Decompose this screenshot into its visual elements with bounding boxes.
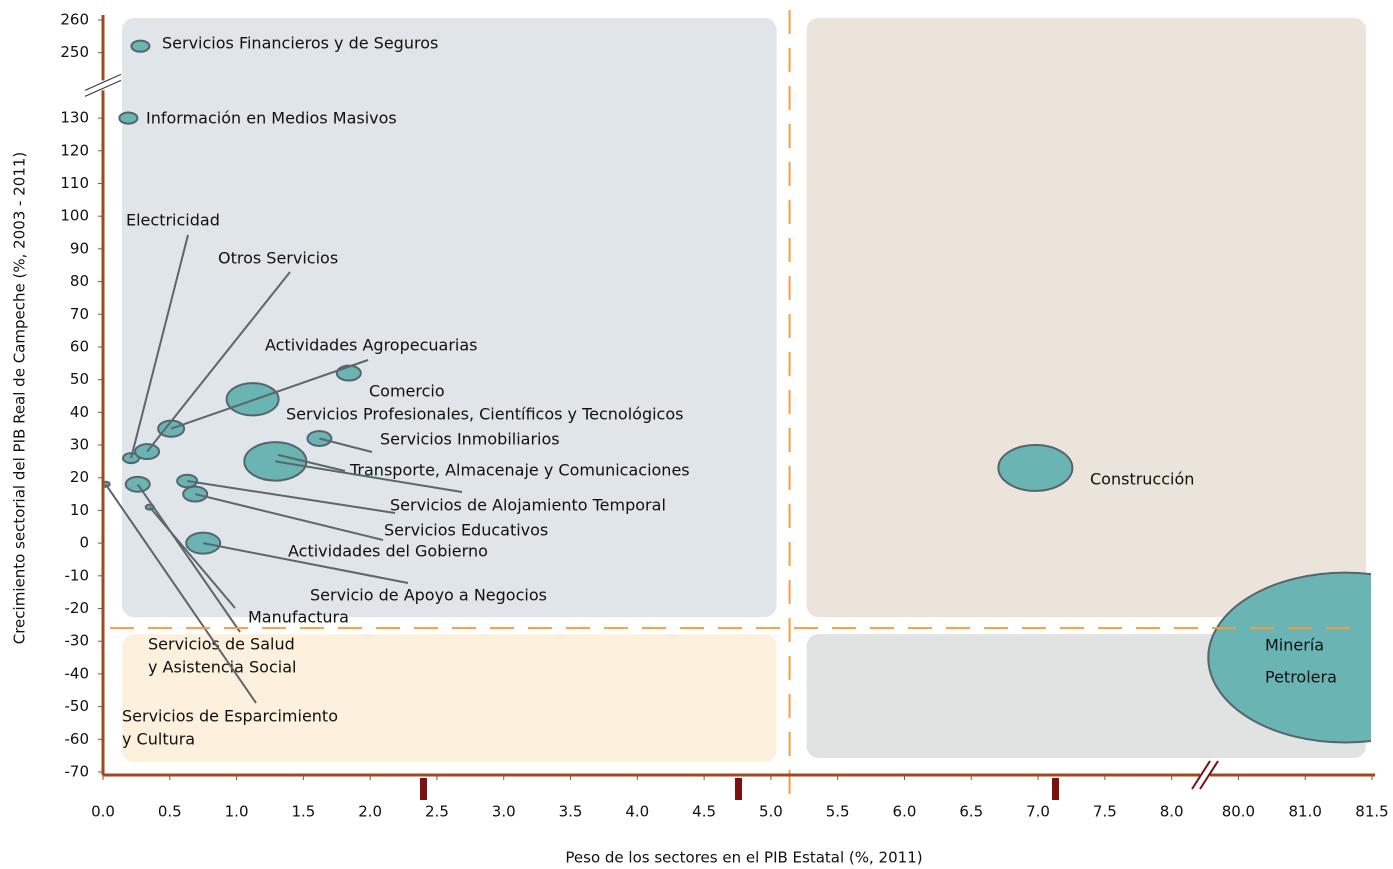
bubble-label: Petrolera	[1265, 668, 1337, 687]
x-tick-label: 81.5	[1355, 803, 1388, 821]
bubble	[130, 39, 151, 53]
y-tick-label: -50	[65, 697, 90, 715]
y-tick-label: -10	[65, 566, 90, 584]
axis-decoration	[1052, 778, 1059, 800]
bubbles	[103, 39, 1371, 744]
y-tick-label: -70	[65, 763, 90, 781]
y-tick-label: -20	[65, 599, 90, 617]
x-tick-label: 6.5	[959, 803, 983, 821]
axis-break	[84, 79, 122, 97]
bubble-label: Construcción	[1090, 470, 1194, 489]
y-tick-label: 260	[60, 11, 89, 29]
bubble-label: Comercio	[369, 382, 445, 401]
y-tick-label: -30	[65, 632, 90, 650]
bubble-label: Servicios Educativos	[384, 521, 548, 540]
y-tick-label: 50	[70, 370, 89, 388]
bubble-label: Servicios Profesionales, Científicos y T…	[286, 405, 683, 424]
bubble-label: Manufactura	[248, 608, 349, 627]
axis-break	[99, 80, 107, 91]
leader-line	[130, 234, 189, 459]
bubble-label: Otros Servicios	[218, 249, 338, 268]
bubble-label: Servicios de Esparcimiento	[122, 707, 338, 726]
leader-line	[275, 460, 463, 493]
leader-line	[170, 359, 369, 430]
bubble-label: Actividades Agropecuarias	[265, 336, 478, 355]
bubble-label: Servicios de Alojamiento Temporal	[390, 496, 666, 515]
x-tick-label: 5.5	[826, 803, 850, 821]
x-tick-label: 7.5	[1093, 803, 1117, 821]
x-tick-label: 4.5	[692, 803, 716, 821]
x-tick-label: 4.0	[625, 803, 649, 821]
leader-line	[194, 493, 384, 541]
y-tick-label: 40	[70, 403, 89, 421]
axis-break	[1191, 760, 1211, 790]
axis-break	[1199, 760, 1219, 790]
y-tick-label: 60	[70, 337, 89, 355]
leader-line	[319, 437, 373, 453]
bubble-label: Servicios de Salud	[148, 635, 295, 654]
y-tick-label: 100	[60, 207, 89, 225]
x-tick-label: 8.0	[1160, 803, 1184, 821]
bubble-label: Información en Medios Masivos	[146, 109, 397, 128]
axis-decoration	[420, 778, 427, 800]
x-tick-label: 1.5	[291, 803, 315, 821]
bubble	[997, 443, 1074, 492]
quadrant	[806, 18, 1366, 618]
x-tick-label: 1.0	[225, 803, 249, 821]
y-tick-label: 80	[70, 272, 89, 290]
x-axis-title: Peso de los sectores en el PIB Estatal (…	[565, 849, 922, 867]
y-tick-label: 30	[70, 436, 89, 454]
quadrants	[122, 18, 1366, 762]
x-tick-label: 6.0	[893, 803, 917, 821]
y-tick-label: 250	[60, 43, 89, 61]
bubble-label: Servicio de Apoyo a Negocios	[310, 586, 547, 605]
bubble-label: Transporte, Almacenaje y Comunicaciones	[349, 461, 690, 480]
leader-line	[202, 542, 409, 584]
bubble	[118, 111, 139, 125]
axis-break	[84, 73, 122, 91]
leader-line	[104, 483, 257, 704]
x-tick-label: 3.0	[492, 803, 516, 821]
y-tick-label: 120	[60, 141, 89, 159]
leader-line	[187, 480, 396, 514]
bubble	[1207, 571, 1371, 744]
bubble-label: Actividades del Gobierno	[288, 542, 488, 561]
leader-line	[148, 506, 236, 609]
x-tick-label: 2.0	[358, 803, 382, 821]
y-tick-label: 0	[79, 534, 89, 552]
x-tick-label: 5.0	[759, 803, 783, 821]
axis-decoration	[735, 778, 742, 800]
bubble-label: Servicios Financieros y de Seguros	[162, 34, 438, 53]
y-axis-title: Crecimiento sectorial del PIB Real de Ca…	[11, 152, 29, 645]
y-tick-label: -60	[65, 730, 90, 748]
y-tick-label: 70	[70, 305, 89, 323]
bubble-label: Electricidad	[126, 211, 220, 230]
x-tick-label: 3.5	[559, 803, 583, 821]
axis-break	[1200, 771, 1211, 779]
bubble-label: Servicios Inmobiliarios	[380, 430, 560, 449]
leader-line	[136, 483, 241, 633]
y-tick-label: 10	[70, 501, 89, 519]
bubble-label: y Asistencia Social	[148, 658, 296, 677]
bubble-label: Minería	[1265, 636, 1324, 655]
x-tick-label: 2.5	[425, 803, 449, 821]
y-tick-label: 130	[60, 109, 89, 127]
y-tick-label: 20	[70, 468, 89, 486]
bubble-label: y Cultura	[122, 730, 195, 749]
bubble	[176, 473, 199, 489]
x-tick-label: 7.0	[1026, 803, 1050, 821]
x-tick-label: 81.0	[1289, 803, 1322, 821]
y-tick-label: 110	[60, 174, 89, 192]
y-tick-label: -40	[65, 664, 90, 682]
bubble	[335, 364, 362, 382]
quadrant	[122, 634, 777, 762]
leader-line	[277, 453, 346, 472]
x-tick-label: 80.0	[1222, 803, 1255, 821]
x-tick-label: 0.0	[91, 803, 115, 821]
x-tick-label: 0.5	[158, 803, 182, 821]
y-tick-label: 90	[70, 239, 89, 257]
leader-line	[146, 271, 291, 453]
